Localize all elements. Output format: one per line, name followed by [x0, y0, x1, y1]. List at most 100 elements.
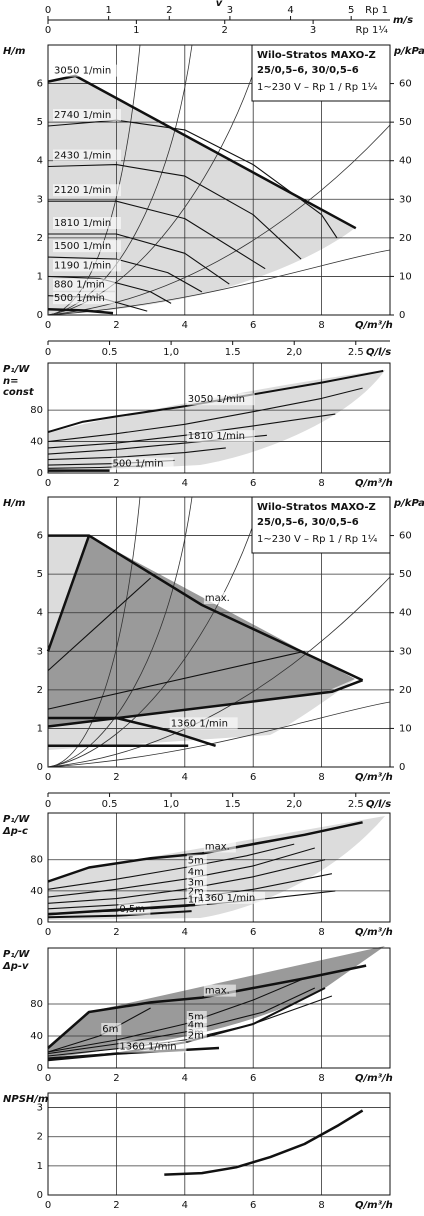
- system-curve: [47, 496, 141, 768]
- operating-area: [48, 76, 355, 315]
- y-axis-note: Δp-v: [2, 961, 29, 972]
- label-bg: [53, 64, 121, 77]
- curve-label: 1810 1/min: [54, 218, 111, 229]
- label-bg: [53, 240, 121, 253]
- y2-tick-label: 40: [399, 156, 412, 167]
- y-tick-label: 4: [37, 608, 43, 619]
- curve: [46, 535, 91, 652]
- y-tick-label: 6: [37, 79, 43, 90]
- curve: [47, 910, 192, 919]
- curve: [47, 977, 305, 1053]
- y-tick-label: 40: [30, 437, 43, 448]
- x-tick-label: 0: [45, 478, 51, 489]
- curve: [47, 275, 172, 304]
- y-tick-label: 2: [37, 233, 43, 244]
- x-tick-label: 6: [250, 927, 256, 938]
- y-axis-label: P₁/W: [3, 364, 30, 375]
- plot-frame: [47, 947, 391, 1069]
- curve-label: 2m: [188, 887, 204, 898]
- x2-tick-label: 0.5: [102, 799, 118, 810]
- x2-axis-label: Q/l/s: [366, 347, 391, 358]
- x-tick-label: 8: [318, 1200, 324, 1211]
- x2-tick-label: 0: [45, 347, 51, 358]
- curve-label: max.: [205, 986, 230, 997]
- curve: [48, 716, 216, 747]
- v-tick-label: 3: [227, 5, 233, 16]
- x-tick-label: 8: [318, 320, 324, 331]
- y-tick-label: 2: [37, 685, 43, 696]
- operating-area: [48, 370, 385, 473]
- y2-axis-label: p/kPa: [393, 46, 424, 57]
- label-bg: [186, 393, 255, 406]
- y-axis-label: P₁/W: [3, 949, 30, 960]
- x2-tick-label: 2.5: [348, 799, 364, 810]
- v-tick-label: 1: [105, 5, 111, 16]
- y-tick-label: 3: [37, 1103, 43, 1114]
- plot-frame: [47, 362, 391, 474]
- curve-label: 5m: [188, 1012, 204, 1023]
- y-tick-label: 0: [37, 310, 43, 321]
- v-tick-label: 3: [310, 25, 316, 36]
- curve-label: 3050 1/min: [188, 394, 245, 405]
- curve: [48, 534, 364, 682]
- curve-label: 1810 1/min: [188, 431, 245, 442]
- x2-tick-label: 0.5: [102, 347, 118, 358]
- y-tick-label: 1: [37, 271, 43, 282]
- y-tick-label: 3: [37, 646, 43, 657]
- label-bg: [53, 292, 115, 305]
- title-box: [251, 496, 391, 554]
- label-bg: [53, 278, 115, 291]
- curve-label: max.: [205, 593, 230, 604]
- y-tick-label: 2: [37, 1132, 43, 1143]
- y2-tick-label: 50: [399, 569, 412, 580]
- label-bg: [111, 457, 174, 470]
- curve-label: 2740 1/min: [54, 110, 111, 121]
- label-bg: [53, 217, 121, 229]
- y2-tick-label: 0: [399, 310, 405, 321]
- y-tick-label: 0: [37, 1190, 43, 1201]
- label-bg: [53, 184, 121, 197]
- x-tick-label: 4: [182, 772, 188, 783]
- y2-tick-label: 60: [399, 531, 412, 542]
- curve: [47, 995, 333, 1057]
- plot-frame: [47, 812, 391, 923]
- x-tick-label: 2: [113, 1073, 119, 1084]
- curve: [47, 256, 203, 293]
- system-curve: [47, 124, 391, 316]
- x-tick-label: 8: [318, 772, 324, 783]
- curve-label: 500 1/min: [113, 459, 164, 470]
- label-bg: [186, 866, 207, 879]
- y-tick-label: 6: [37, 531, 43, 542]
- curve-label: 3m: [188, 877, 204, 888]
- y2-tick-label: 10: [399, 271, 412, 282]
- curve: [47, 859, 326, 904]
- plot-frame: [47, 496, 391, 768]
- x-axis-label: Q/m³/h: [355, 478, 393, 489]
- label-bg: [203, 984, 236, 997]
- y-tick-label: 4: [37, 156, 43, 167]
- label-bg: [118, 1040, 187, 1053]
- y-tick-label: 80: [30, 999, 43, 1010]
- y2-tick-label: 10: [399, 723, 412, 734]
- curve: [47, 369, 384, 434]
- x-tick-label: 2: [113, 1200, 119, 1211]
- annotation: 1~230 V – Rp 1 / Rp 1¼: [257, 533, 378, 545]
- y2-tick-label: 30: [399, 646, 412, 657]
- control-area: [48, 536, 355, 727]
- y-tick-label: 1: [37, 723, 43, 734]
- curve-label: 1500 1/min: [54, 241, 111, 252]
- y2-tick-label: 60: [399, 79, 412, 90]
- x-axis-label: Q/m³/h: [355, 320, 393, 331]
- curve: [47, 577, 151, 672]
- x2-tick-label: 1,0: [163, 799, 179, 810]
- x-tick-label: 0: [45, 927, 51, 938]
- y-axis-note: n=: [3, 376, 19, 387]
- curve: [47, 679, 364, 728]
- x2-tick-label: 1.5: [225, 799, 241, 810]
- label-bg: [53, 259, 121, 272]
- x-tick-label: 2: [113, 772, 119, 783]
- y-tick-label: 80: [30, 405, 43, 416]
- y-tick-label: 0: [37, 1063, 43, 1074]
- curve-label: 2m: [188, 1030, 204, 1041]
- curve: [47, 387, 363, 443]
